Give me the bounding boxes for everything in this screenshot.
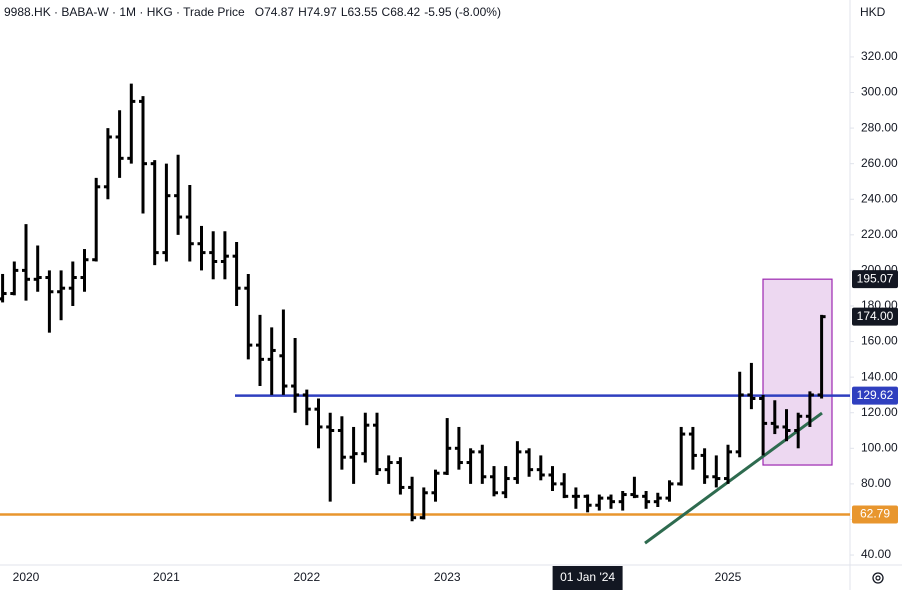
x-tick-label: 01 Jan '24 — [560, 570, 615, 584]
price-tag-label: 174.00 — [857, 309, 894, 323]
currency: HKD — [860, 5, 886, 19]
x-tick-label: 2025 — [715, 570, 742, 584]
cursor-label-bg — [552, 566, 623, 590]
y-tick-label: 260.00 — [861, 156, 898, 170]
price-tag-label: 195.07 — [857, 271, 894, 285]
x-tick-label: 2022 — [293, 570, 320, 584]
y-tick-label: 320.00 — [861, 49, 898, 63]
y-tick-label: 120.00 — [861, 405, 898, 419]
y-tick-label: 160.00 — [861, 334, 898, 348]
price-axis: 40.0060.0080.00100.00120.00140.00160.001… — [850, 49, 898, 561]
readout-value: 74.87 — [264, 5, 294, 19]
plot-area — [0, 83, 850, 545]
readout-key: H — [298, 5, 307, 19]
price-tag — [852, 270, 898, 289]
y-tick-label: 300.00 — [861, 85, 898, 99]
y-tick-label: 240.00 — [861, 191, 898, 205]
x-tick-label: 2021 — [153, 570, 180, 584]
trend-line — [644, 411, 823, 545]
price-tag-label: 62.79 — [860, 507, 890, 521]
readout-key: O — [255, 5, 264, 19]
price-tag — [852, 505, 898, 524]
y-tick-label: 140.00 — [861, 369, 898, 383]
price-tag-label: 129.62 — [857, 388, 894, 402]
x-tick-label: 2020 — [13, 570, 40, 584]
readout-key: C — [382, 5, 391, 19]
price-tag — [852, 307, 898, 326]
chart-title: 9988.HK · BABA-W · 1M · HKG · Trade Pric… — [4, 5, 245, 19]
y-tick-label: 40.00 — [861, 547, 891, 561]
readout-change: -5.95 (-8.00%) — [424, 5, 501, 19]
y-tick-label: 220.00 — [861, 227, 898, 241]
readout-value: 63.55 — [348, 5, 378, 19]
readout-value: 74.97 — [307, 5, 337, 19]
y-tick-label: 80.00 — [861, 476, 891, 490]
price-tag — [852, 386, 898, 405]
settings-icon[interactable] — [872, 572, 884, 584]
readout-value: 68.42 — [390, 5, 420, 19]
legend-header: 9988.HK · BABA-W · 1M · HKG · Trade Pric… — [4, 5, 501, 19]
x-tick-label: 2023 — [434, 570, 461, 584]
y-tick-label: 280.00 — [861, 120, 898, 134]
y-tick-label: 100.00 — [861, 440, 898, 454]
readout-key: L — [341, 5, 348, 19]
